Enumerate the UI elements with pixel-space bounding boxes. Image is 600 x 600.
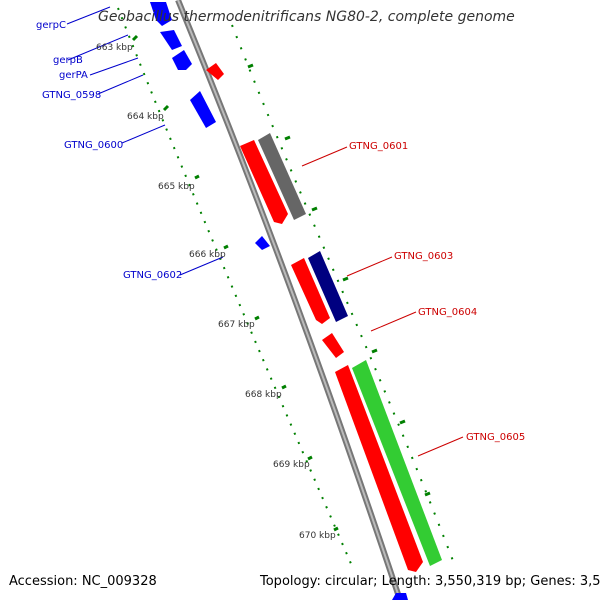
feature-gtng-0605-green[interactable] <box>352 360 442 566</box>
gene-gtng-0605-red-arrow[interactable] <box>335 365 423 572</box>
outer-tick-track <box>231 24 456 567</box>
gene-gerpb-arrow[interactable] <box>160 30 182 50</box>
gene-label-gtng-0604[interactable]: GTNG_0604 <box>418 307 477 318</box>
genome-title: Geobacillus thermodenitrificans NG80-2, … <box>98 9 515 25</box>
kbp-label-664: 664 kbp <box>127 112 164 122</box>
gene-label-gtng-0600[interactable]: GTNG_0600 <box>64 140 123 151</box>
genome-backbone-highlight <box>177 0 401 600</box>
inner-tick-track <box>117 7 353 567</box>
kbp-label-667: 667 kbp <box>218 320 255 330</box>
gene-gtng-0603-red-arrow[interactable] <box>291 258 330 324</box>
gene-gtng-0601-red-arrow[interactable] <box>240 140 288 224</box>
gene-small-red-top-arrow[interactable] <box>206 63 224 80</box>
kbp-label-668: 668 kbp <box>245 390 282 400</box>
gene-label-gtng-0601[interactable]: GTNG_0601 <box>349 141 408 152</box>
gene-label-gtng-0598[interactable]: GTNG_0598 <box>42 90 101 101</box>
feature-gtng-0603-navy[interactable] <box>308 251 348 322</box>
inner-major-ticks <box>131 34 339 532</box>
gene-gerpa-arrow[interactable] <box>172 50 192 70</box>
right-connector-lines <box>301 146 464 457</box>
gene-label-gerpa[interactable]: gerPA <box>59 70 88 81</box>
feature-gtng-0601-gray[interactable] <box>258 133 306 220</box>
gene-label-gerpc[interactable]: gerpC <box>36 20 66 31</box>
genome-backbone <box>175 0 403 600</box>
kbp-label-665: 665 kbp <box>158 182 195 192</box>
gene-bottom-arrow[interactable] <box>392 593 408 600</box>
genome-summary-text: Topology: circular; Length: 3,550,319 bp… <box>260 574 600 589</box>
gene-label-gtng-0603[interactable]: GTNG_0603 <box>394 251 453 262</box>
gene-gerpc-arrow[interactable] <box>150 2 172 26</box>
kbp-label-663: 663 kbp <box>96 43 133 53</box>
outer-major-ticks <box>247 63 431 497</box>
left-connector-lines <box>66 6 224 276</box>
accession-text: Accession: NC_009328 <box>9 574 157 589</box>
gene-label-gtng-0605[interactable]: GTNG_0605 <box>466 432 525 443</box>
gene-gtng-0604-red-arrow[interactable] <box>322 333 344 358</box>
kbp-label-669: 669 kbp <box>273 460 310 470</box>
kbp-label-666: 666 kbp <box>189 250 226 260</box>
gene-gtng-0600-arrow[interactable] <box>190 91 216 128</box>
kbp-label-670: 670 kbp <box>299 531 336 541</box>
gene-label-gerpb[interactable]: gerpB <box>53 55 83 66</box>
gene-label-gtng-0602[interactable]: GTNG_0602 <box>123 270 182 281</box>
gene-gtng-0602-arrow[interactable] <box>255 236 270 250</box>
